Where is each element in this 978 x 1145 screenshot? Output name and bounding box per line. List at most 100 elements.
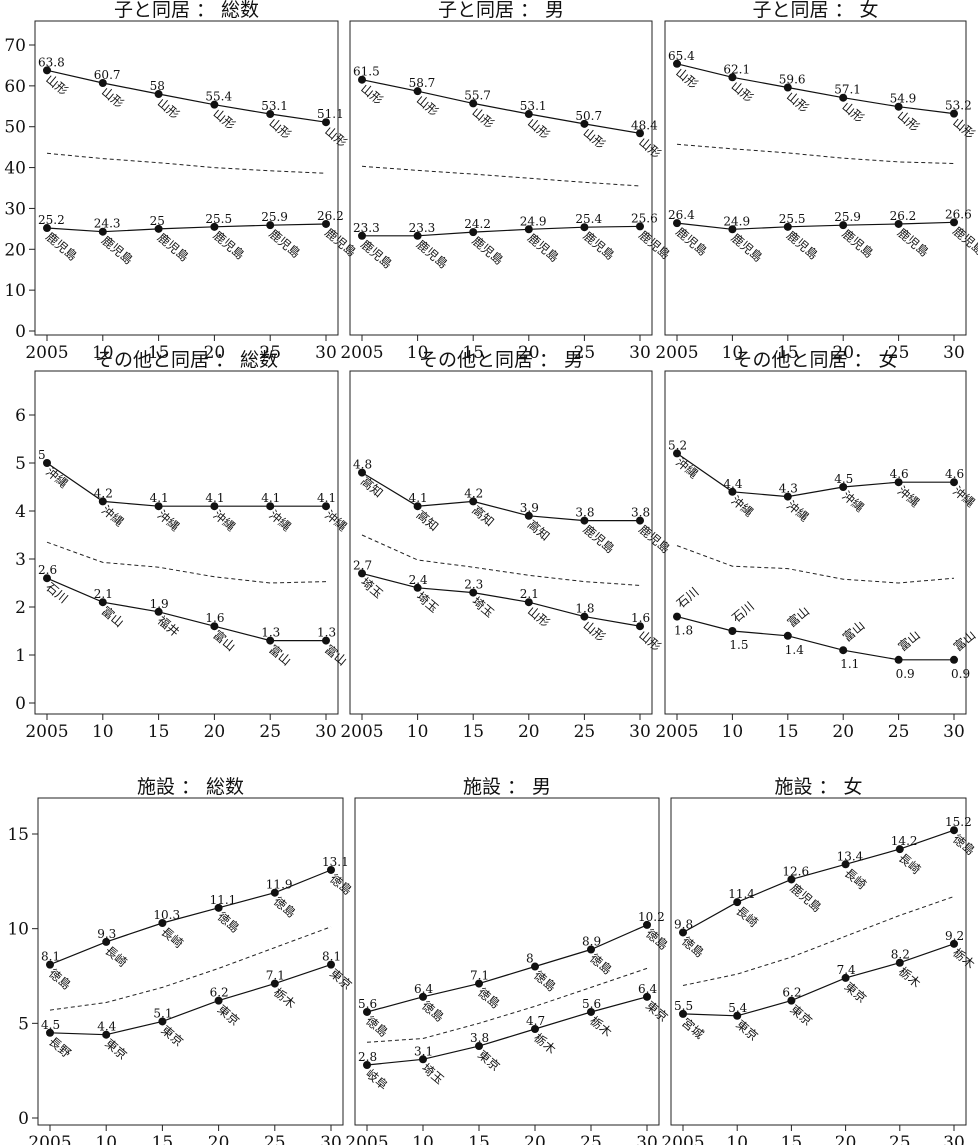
panel-5-series-1-data-label: 4.8 xyxy=(353,458,372,472)
panel-9-series-2-point xyxy=(733,1011,742,1020)
panel-7-series-2-point xyxy=(46,1028,54,1037)
panel-8-series-1-point xyxy=(531,962,539,971)
panel-9-title: 施設 ： 女 xyxy=(774,776,862,798)
panel-2-series-2-point xyxy=(358,231,366,240)
panel-2-series-2-data-label: 24.9 xyxy=(520,214,547,228)
panel-3-frame xyxy=(664,20,967,336)
panel-9-frame xyxy=(670,797,967,1126)
panel-3-x-tick-label: 15 xyxy=(777,343,799,363)
panel-3-series-1-line xyxy=(676,63,955,115)
panel-9-series-2-data-label: 8.2 xyxy=(891,948,910,962)
panel-7-series-2-place-label: 東京 xyxy=(102,1036,129,1062)
panel-6-series-1-point xyxy=(950,478,958,487)
panel-7-series-2-place-label: 東京 xyxy=(327,966,354,992)
panel-3-series-1-place-label: 山形 xyxy=(950,115,977,141)
panel-8-series-1-point xyxy=(475,979,483,988)
panel-2-series-1-place-label: 山形 xyxy=(469,105,496,131)
panel-5-series-2-point xyxy=(358,569,366,578)
panel-3-series-1-point xyxy=(839,93,848,102)
panel-2-title: 子と同居 ： 男 xyxy=(438,0,564,21)
panel-3-series-2-place-label: 鹿児島 xyxy=(728,230,765,265)
panel-1-series-2-data-label: 24.3 xyxy=(94,217,121,231)
panel-7-x-tick-label: 15 xyxy=(152,1133,174,1145)
panel-6-series-2-data-label: 1.5 xyxy=(729,638,748,652)
panel-3-series-2-data-label: 26.4 xyxy=(668,208,695,222)
panel-7-series-2-data-label: 8.1 xyxy=(322,950,341,964)
panel-1-series-1-place-label: 山形 xyxy=(155,96,182,122)
panel-4-series-1-point xyxy=(322,502,330,511)
panel-7-series-2-data-label: 5.1 xyxy=(153,1006,172,1020)
panel-9-x-tick-label: 25 xyxy=(889,1133,911,1145)
panel-9-series-1-data-label: 12.6 xyxy=(782,864,809,878)
panel-9-series-1-point xyxy=(895,845,904,854)
panel-2-x-tick-label: 30 xyxy=(629,343,651,363)
panel-5-series-average-line xyxy=(361,534,641,586)
panel-4-series-2-point xyxy=(322,636,330,645)
panel-2-series-1-place-label: 山形 xyxy=(636,135,663,161)
panel-5-series-2-data-label: 1.8 xyxy=(575,602,594,616)
panel-8-series-1-place-label: 徳島 xyxy=(531,967,559,994)
panel-2-series-2-place-label: 鹿児島 xyxy=(469,233,506,268)
panel-6-series-1-point xyxy=(894,478,903,487)
panel-2-series-2-data-label: 23.3 xyxy=(409,221,436,235)
panel-6-series-average-line xyxy=(676,545,955,584)
panel-8-series-2-point xyxy=(587,1007,595,1016)
panel-5-x-tick-label: 2005 xyxy=(340,722,383,742)
panel-3-series-1-place-label: 山形 xyxy=(839,99,866,125)
panel-7-series-1-data-label: 11.1 xyxy=(210,893,237,907)
panel-6-series-2-point xyxy=(839,646,848,655)
panel-8-series-2-point xyxy=(475,1042,483,1051)
panel-7-series-2-place-label: 栃木 xyxy=(271,985,298,1011)
panel-8-series-1-place-label: 徳島 xyxy=(363,1013,391,1040)
panel-1-y-tick-label: 40 xyxy=(4,159,26,179)
panel-3-series-1-point xyxy=(894,102,903,111)
panel-7-x-tick-label: 30 xyxy=(320,1133,342,1145)
panel-6-series-2-point xyxy=(894,655,903,664)
panel-5-series-1-data-label: 4.2 xyxy=(464,486,483,500)
panel-2-frame xyxy=(349,20,653,336)
panel-3-series-2-place-label: 鹿児島 xyxy=(784,228,821,263)
panel-6-series-2-place-label: 富山 xyxy=(895,627,923,654)
panel-8-series-1-data-label: 10.2 xyxy=(638,910,665,924)
panel-6-series-2-point xyxy=(673,612,681,621)
panel-3: 子と同居 ： 女 2005 10 15 20 25 30 65.4 山形 62.1 山形 59.6 山形… xyxy=(655,0,978,363)
panel-9-series-1-place-label: 徳島 xyxy=(679,933,707,960)
panel-9-series-1-point xyxy=(841,860,850,869)
panel-9-series-2-data-label: 7.4 xyxy=(837,963,856,977)
panel-4-series-2-data-label: 1.3 xyxy=(317,626,336,640)
panel-4-series-2-place-label: 富山 xyxy=(322,641,350,668)
panel-1-series-1-data-label: 58 xyxy=(150,79,165,93)
panel-3-series-1-data-label: 59.6 xyxy=(779,72,806,86)
panel-9-series-2-point xyxy=(950,939,958,948)
panel-5-series-1-point xyxy=(469,497,478,506)
panel-1-series-1-place-label: 山形 xyxy=(99,85,126,111)
panel-6-series-2-point xyxy=(950,655,958,664)
panel-8-series-1-point xyxy=(643,920,651,929)
panel-2-x-tick-label: 25 xyxy=(574,343,596,363)
panel-6-series-2-data-label: 0.9 xyxy=(896,667,915,681)
panel-4-series-1-place-label: 沖縄 xyxy=(155,507,183,534)
panel-2-series-1-place-label: 山形 xyxy=(358,81,385,107)
panel-3-x-tick-label: 10 xyxy=(722,343,744,363)
panel-1-series-1-point xyxy=(266,110,275,119)
panel-8-series-1-data-label: 5.6 xyxy=(358,997,377,1011)
panel-4-title: その他と同居 ： 総数 xyxy=(95,349,278,371)
panel-5-x-tick-label: 10 xyxy=(407,722,429,742)
panel-9-series-1-point xyxy=(733,898,742,907)
panel-1-x-tick-label: 25 xyxy=(259,343,281,363)
panel-1-series-2-data-label: 25.5 xyxy=(205,212,232,226)
panel-7-x-tick-label: 20 xyxy=(208,1133,230,1145)
panel-5-x-tick-label: 25 xyxy=(574,722,596,742)
panel-8-series-2-data-label: 5.6 xyxy=(582,997,601,1011)
panel-7-y-tick-label: 10 xyxy=(7,920,29,940)
panel-8-series-1-data-label: 8.9 xyxy=(582,934,601,948)
panel-9-series-2-point xyxy=(679,1009,687,1018)
panel-5-series-1-point xyxy=(413,502,422,511)
panel-3-series-1-point xyxy=(950,109,958,118)
panel-1-y-tick-label: 10 xyxy=(4,281,26,301)
panel-3-series-2-place-label: 鹿児島 xyxy=(895,225,932,260)
panel-4-series-1-place-label: 沖縄 xyxy=(266,507,294,534)
panel-5-series-1-data-label: 3.9 xyxy=(520,501,539,515)
panel-2-series-average-line xyxy=(361,165,641,187)
